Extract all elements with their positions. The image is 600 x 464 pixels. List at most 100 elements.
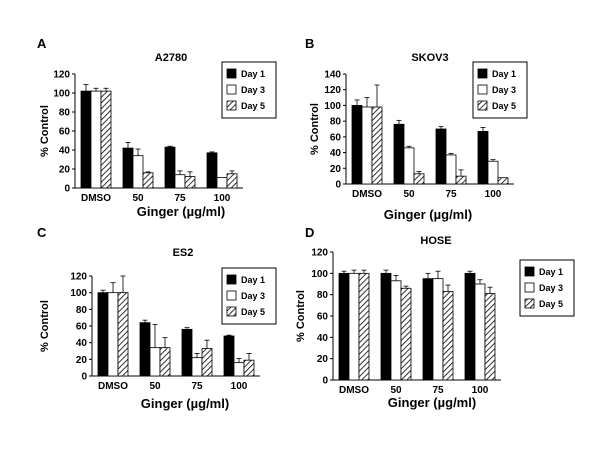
bar [497,177,509,185]
legend-swatch [524,266,535,277]
y-tick-label: 0 [335,180,341,191]
y-axis-label: % Control [39,105,51,157]
x-tick-label: 50 [390,385,402,396]
legend-swatch [524,298,535,309]
y-axis-label: % Control [309,103,321,155]
legend-label: Day 1 [492,69,516,79]
bar [117,292,129,377]
legend-swatch [226,84,237,95]
bar [174,174,186,189]
x-tick-label: 50 [149,381,161,392]
panel-title: HOSE [420,235,451,247]
y-tick-label: 40 [330,148,342,159]
legend-swatch [477,100,488,111]
x-tick-label: 100 [472,385,489,396]
legend-label: Day 1 [241,69,265,79]
bar [139,322,151,377]
bar [142,172,154,189]
legend-swatch [524,282,535,293]
panel-letter: D [305,225,314,240]
x-tick-label: DMSO [352,189,382,200]
panel-letter: C [37,225,47,240]
legend-label: Day 3 [241,291,265,301]
legend-label: Day 3 [492,85,516,95]
y-tick-label: 60 [330,132,342,143]
chart-panel-es2: C ES2 0 20 40 60 80 100 120 DMSO 50 75 100 % Control G… [37,225,277,411]
bar [477,130,489,185]
x-axis-label: Ginger (µg/ml) [141,396,229,411]
y-tick-label: 140 [324,70,341,81]
x-tick-label: 75 [445,189,457,200]
bar [348,272,360,381]
x-tick-label: 75 [432,385,444,396]
y-tick-label: 120 [311,248,328,259]
y-tick-label: 80 [330,117,342,128]
y-tick-label: 120 [53,70,70,81]
x-axis-label: Ginger (µg/ml) [384,207,472,222]
bar [445,154,457,185]
bar [390,280,402,381]
legend-label: Day 1 [539,267,563,277]
y-axis-label: % Control [295,290,307,342]
y-axis-label: % Control [39,300,51,352]
bar [233,362,245,377]
x-tick-label: 50 [132,193,144,204]
bar [132,155,144,189]
x-tick-label: 75 [191,381,203,392]
y-tick-label: 20 [59,165,71,176]
legend-label: Day 5 [241,307,265,317]
bar [122,147,134,189]
legend: Day 1 Day 3 Day 5 [221,61,277,119]
bar [338,272,350,381]
bar [464,272,476,381]
bar [149,347,161,377]
legend-swatch [226,274,237,285]
legend-swatch [226,68,237,79]
bar [159,347,171,377]
bar [455,175,467,185]
bar [422,278,434,381]
y-tick-label: 80 [59,108,71,119]
x-tick-label: DMSO [81,193,111,204]
bar [164,146,176,189]
bar [100,90,112,189]
bar [181,328,193,377]
x-tick-label: DMSO [339,385,369,396]
legend-swatch [477,84,488,95]
bar [90,90,102,189]
bar [358,272,370,381]
y-tick-label: 60 [76,322,88,333]
bar [393,123,405,185]
y-tick-label: 0 [64,184,70,195]
bar [380,272,392,381]
x-axis-label: Ginger (µg/ml) [388,395,476,410]
panel-title: SKOV3 [411,52,448,64]
bar [97,292,109,377]
y-tick-label: 100 [324,101,341,112]
bar [371,106,383,185]
panel-title: ES2 [173,247,194,259]
legend-label: Day 5 [241,101,265,111]
legend: Day 1 Day 3 Day 5 [472,61,528,119]
x-tick-label: 50 [403,189,415,200]
legend-label: Day 1 [241,275,265,285]
panel-letter: B [305,36,314,51]
y-tick-label: 80 [76,305,88,316]
bar [432,278,444,381]
bar [400,287,412,381]
bar [223,335,235,377]
y-tick-label: 40 [76,338,88,349]
x-tick-label: 100 [231,381,248,392]
y-tick-label: 40 [317,333,329,344]
y-tick-label: 100 [53,89,70,100]
y-tick-label: 60 [59,127,71,138]
legend: Day 1 Day 3 Day 5 [519,259,575,317]
y-tick-label: 120 [324,85,341,96]
bar [484,293,496,381]
x-tick-label: 100 [214,193,231,204]
bar [107,292,119,377]
bar [191,357,203,377]
legend-swatch [477,68,488,79]
